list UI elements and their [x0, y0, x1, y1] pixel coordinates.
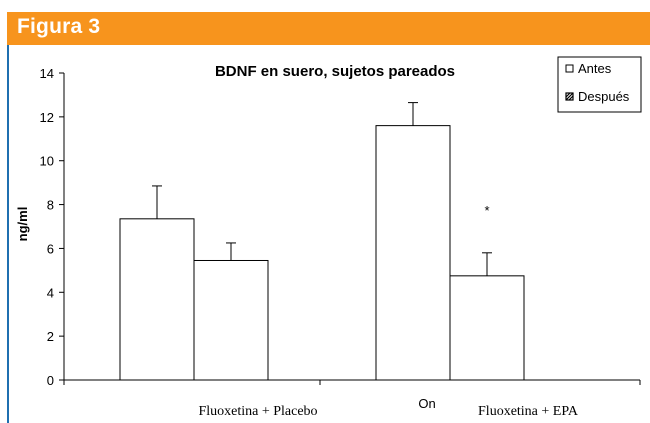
y-tick-label: 2	[47, 329, 54, 344]
left-accent-rule	[7, 45, 9, 423]
legend-label: Antes	[578, 61, 612, 76]
figure-banner: Figura 3	[0, 0, 650, 46]
y-tick-label: 14	[40, 66, 54, 81]
stray-label: On	[418, 396, 435, 411]
category-label: Fluoxetina + EPA	[478, 404, 579, 419]
legend-swatch-hatch	[568, 95, 574, 101]
legend-label: Después	[578, 89, 630, 104]
y-tick-label: 0	[47, 373, 54, 388]
chart-title: BDNF en suero, sujetos pareados	[215, 63, 455, 80]
bar-despues-2	[449, 275, 525, 381]
legend-swatch-hatch	[565, 92, 574, 101]
bar-antes-2	[375, 125, 451, 381]
y-tick-label: 8	[47, 198, 54, 213]
legend-swatch-antes	[565, 64, 574, 73]
figure-label: Figura 3	[17, 15, 101, 38]
category-labels: Fluoxetina + Placebo Fluoxetina + EPA	[198, 404, 578, 419]
y-tick-label: 10	[40, 154, 54, 169]
legend-swatch-hatch	[565, 92, 571, 98]
significance-marker: *	[484, 203, 489, 218]
bar-despues-1	[193, 259, 269, 381]
banner-background	[7, 12, 650, 45]
y-tick-label: 4	[47, 285, 54, 300]
y-axis-label: ng/ml	[15, 207, 30, 242]
bars	[119, 102, 525, 381]
legend: Antes Después	[557, 56, 642, 113]
legend-swatch-despues	[565, 92, 574, 101]
category-label: Fluoxetina + Placebo	[198, 404, 317, 419]
bar-antes-1	[119, 218, 195, 381]
y-tick-label: 12	[40, 110, 54, 125]
y-tick-label: 6	[47, 241, 54, 256]
